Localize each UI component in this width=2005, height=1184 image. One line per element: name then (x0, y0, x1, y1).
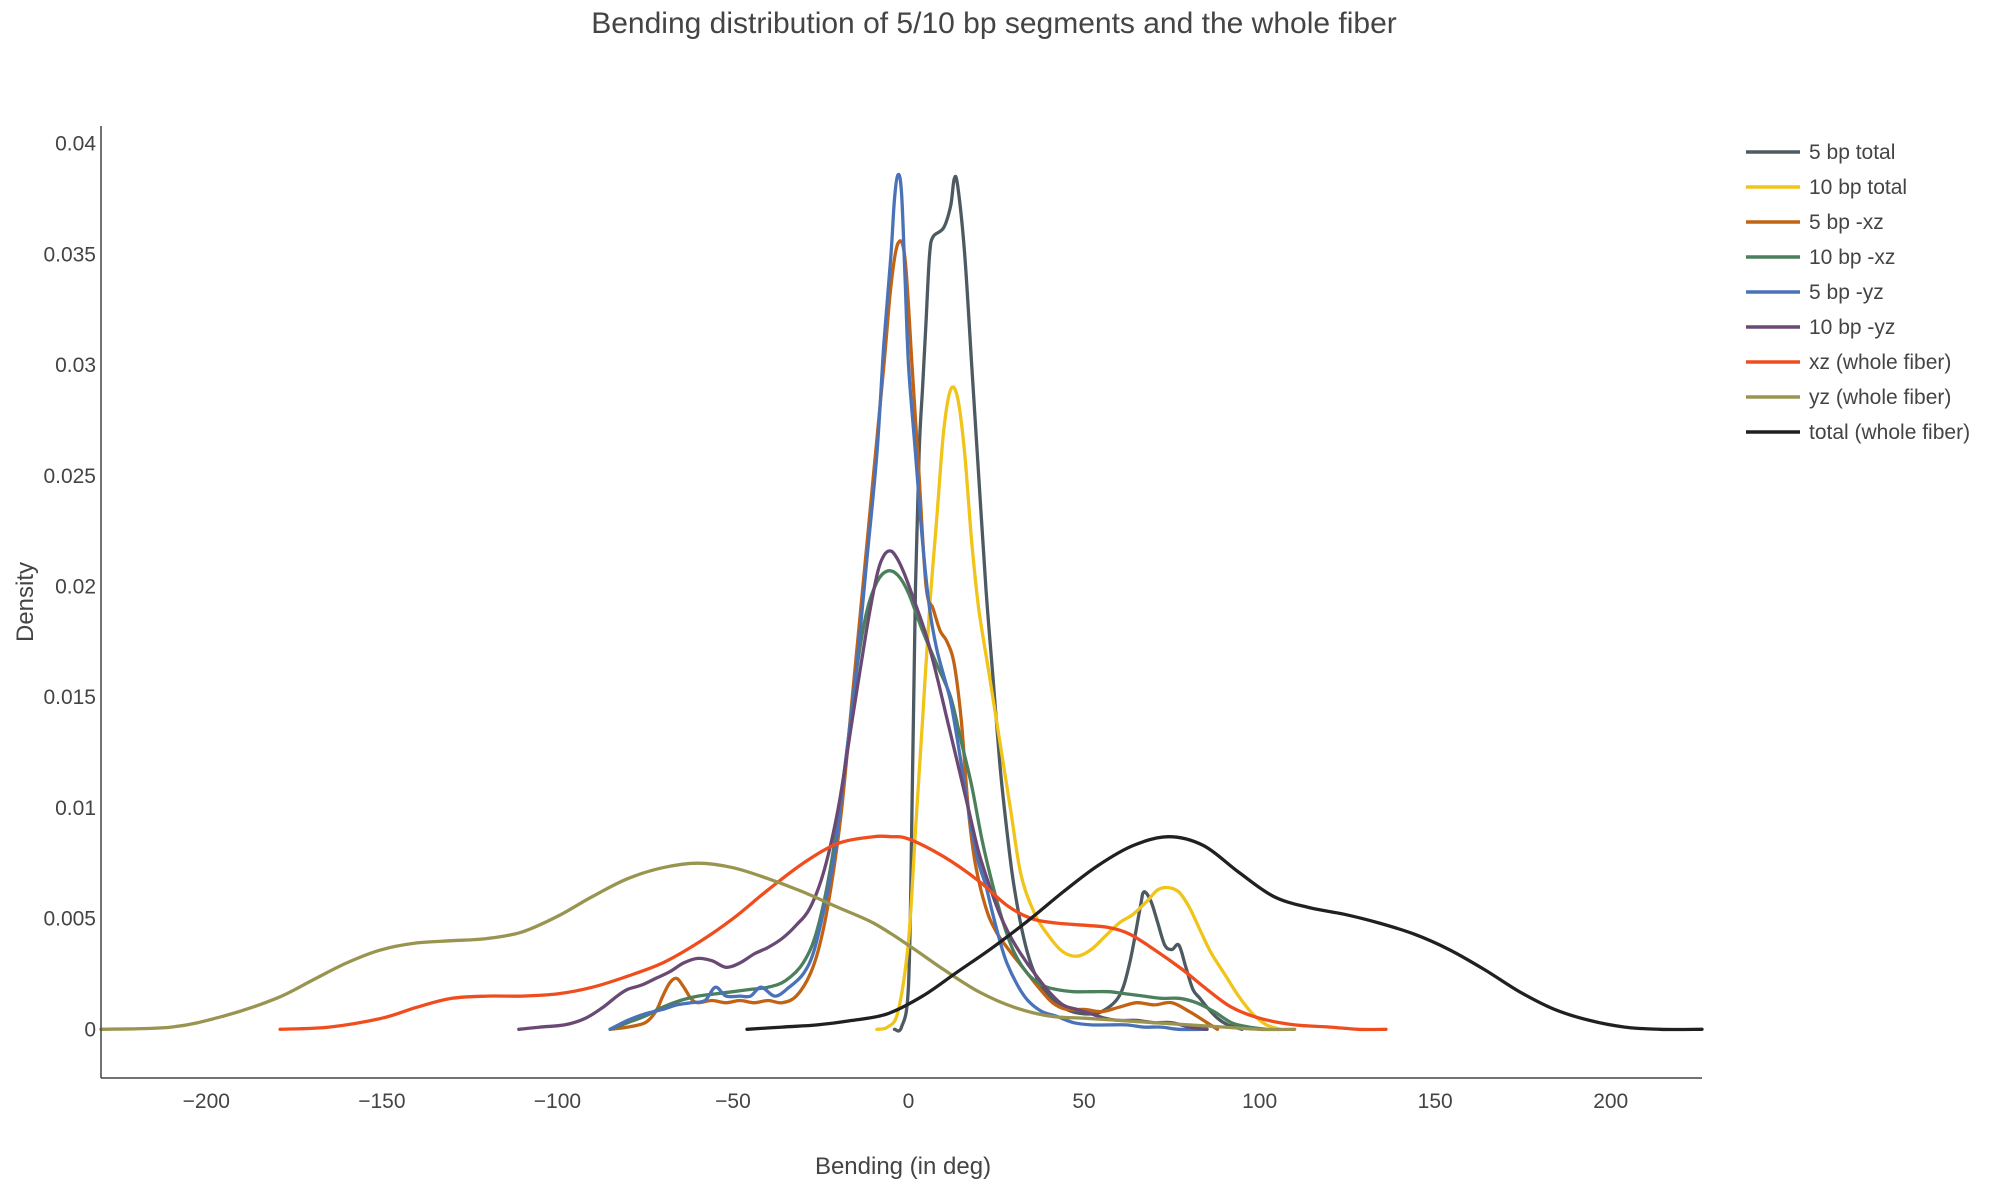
plot-curves (99, 172, 1704, 1033)
legend-item-10-bp-xz[interactable]: 10 bp -xz (1746, 246, 1895, 269)
series-line-5-bp-yz (608, 172, 1209, 1032)
legend-item-5-bp-yz[interactable]: 5 bp -yz (1746, 281, 1884, 304)
series-line-yz-whole-fiber (99, 861, 1297, 1032)
legend-label: 10 bp total (1809, 176, 1907, 199)
x-tick-label: 0 (903, 1090, 915, 1113)
series-line-10-bp-yz (517, 549, 1209, 1031)
legend-label: 5 bp -yz (1809, 281, 1884, 304)
x-tick-label: −200 (183, 1090, 230, 1113)
legend: 5 bp total 10 bp total 5 bp -xz 10 bp -xz 5 … (1746, 141, 1970, 444)
legend-label: 5 bp total (1809, 141, 1895, 164)
x-tick-label: −50 (715, 1090, 751, 1113)
series-line-10-bp-total (875, 385, 1283, 1031)
legend-label: 10 bp -yz (1809, 316, 1895, 339)
y-tick-label: 0.035 (43, 243, 96, 266)
legend-item-10-bp-yz[interactable]: 10 bp -yz (1746, 316, 1895, 339)
series-line-5-bp-total (892, 174, 1244, 1033)
x-axis-title: Bending (in deg) (815, 1153, 991, 1180)
y-tick-label: 0.025 (43, 465, 96, 488)
x-tick-labels: −200 −150 −100 −50 0 50 100 150 200 (183, 1090, 1629, 1113)
chart-title: Bending distribution of 5/10 bp segments… (591, 7, 1397, 40)
y-tick-label: 0.03 (55, 354, 96, 377)
legend-item-yz-whole-fiber[interactable]: yz (whole fiber) (1746, 386, 1951, 409)
x-tick-label: 150 (1418, 1090, 1453, 1113)
legend-item-xz-whole-fiber[interactable]: xz (whole fiber) (1746, 351, 1951, 374)
x-tick-label: 50 (1072, 1090, 1095, 1113)
series-line-xz-whole-fiber (278, 834, 1388, 1032)
legend-item-10-bp-total[interactable]: 10 bp total (1746, 176, 1907, 199)
legend-label: 5 bp -xz (1809, 211, 1884, 234)
y-tick-label: 0.04 (55, 133, 96, 156)
legend-label: 10 bp -xz (1809, 246, 1895, 269)
legend-label: total (whole fiber) (1809, 421, 1970, 444)
y-tick-label: 0.015 (43, 686, 96, 709)
x-tick-label: −100 (534, 1090, 581, 1113)
y-tick-label: 0.005 (43, 908, 96, 931)
y-axis-title: Density (12, 562, 39, 642)
legend-item-5-bp-total[interactable]: 5 bp total (1746, 141, 1895, 164)
legend-label: yz (whole fiber) (1809, 386, 1951, 409)
x-tick-label: −150 (358, 1090, 405, 1113)
y-tick-label: 0.01 (55, 797, 96, 820)
series-line-total-whole-fiber (745, 835, 1704, 1032)
legend-item-total-whole-fiber[interactable]: total (whole fiber) (1746, 421, 1970, 444)
x-tick-label: 100 (1242, 1090, 1277, 1113)
y-tick-label: 0 (84, 1018, 96, 1041)
axes (100, 126, 1702, 1079)
y-tick-labels: 0 0.005 0.01 0.015 0.02 0.025 0.03 0.035 0.04 (43, 133, 96, 1042)
x-tick-label: 200 (1593, 1090, 1628, 1113)
legend-label: xz (whole fiber) (1809, 351, 1951, 374)
legend-item-5-bp-xz[interactable]: 5 bp -xz (1746, 211, 1884, 234)
y-tick-label: 0.02 (55, 576, 96, 599)
